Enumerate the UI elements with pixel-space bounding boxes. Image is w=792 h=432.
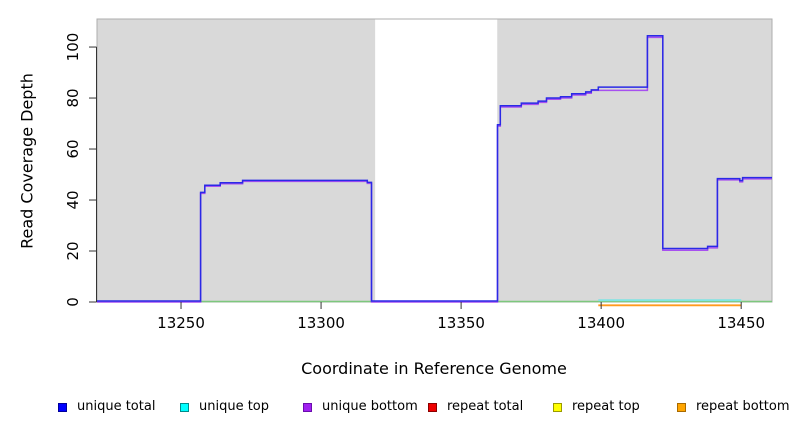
x-axis-title: Coordinate in Reference Genome — [301, 359, 567, 378]
y-tick-label: 60 — [64, 139, 82, 159]
x-tick-label: 13350 — [437, 314, 485, 332]
x-tick-label: 13450 — [717, 314, 766, 332]
legend-label: unique top — [199, 399, 270, 414]
legend-swatch-icon — [553, 402, 562, 412]
y-tick-label: 0 — [64, 297, 82, 307]
y-tick-label: 20 — [64, 241, 82, 261]
legend-swatch-icon — [180, 402, 189, 412]
x-tick-label: 13300 — [297, 314, 345, 332]
legend-swatch-icon — [58, 402, 67, 412]
y-axis-title: Read Coverage Depth — [17, 73, 37, 249]
legend-label: repeat total — [447, 399, 524, 414]
legend-swatch-icon — [677, 402, 686, 412]
legend-swatch-icon — [303, 402, 312, 412]
legend-label: repeat top — [572, 399, 640, 414]
legend-item-repeat-bottom: repeat bottom — [677, 400, 790, 414]
legend-label: unique total — [77, 399, 156, 414]
legend-label: unique bottom — [322, 399, 418, 414]
legend-label: repeat bottom — [696, 399, 790, 414]
legend-item-unique-total: unique total — [58, 400, 155, 414]
legend-item-unique-top: unique top — [180, 400, 269, 414]
y-tick-label: 80 — [64, 88, 82, 108]
uncovered-region — [375, 19, 498, 302]
x-tick-label: 13250 — [157, 314, 205, 332]
x-tick-label: 13400 — [577, 314, 625, 332]
legend-item-unique-bottom: unique bottom — [303, 400, 418, 414]
series-line-unique-total — [97, 35, 772, 302]
y-tick-label: 40 — [64, 190, 82, 210]
legend-swatch-icon — [428, 402, 437, 412]
y-tick-label: 100 — [64, 32, 82, 62]
legend-item-repeat-total: repeat total — [428, 400, 523, 414]
legend-item-repeat-top: repeat top — [553, 400, 640, 414]
